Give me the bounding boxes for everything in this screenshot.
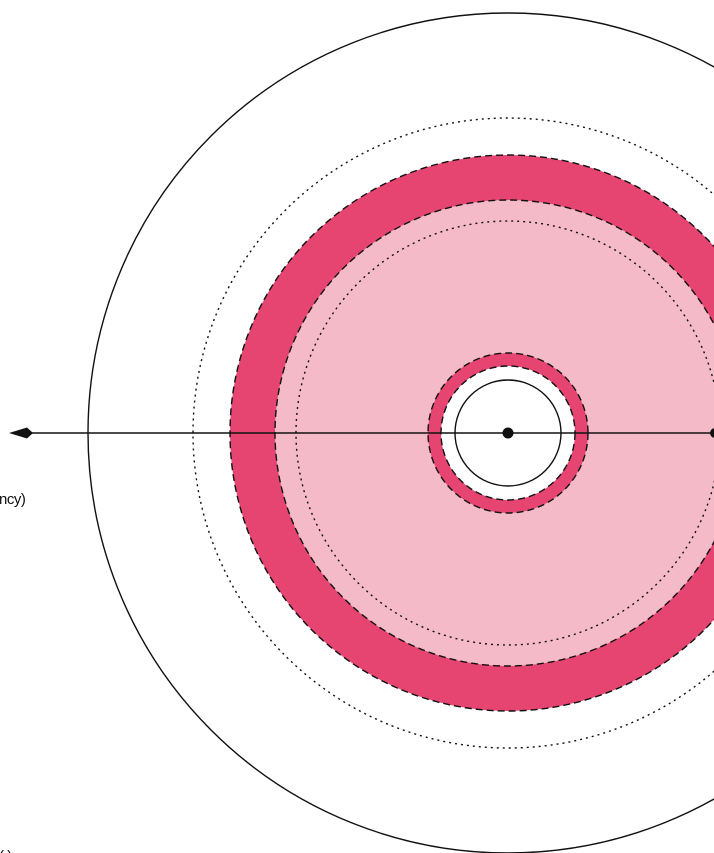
center-dot-icon xyxy=(502,427,514,439)
axis-end-dot-icon xyxy=(710,428,714,438)
outer-dotted-circle xyxy=(192,117,714,749)
arrowhead-left-icon xyxy=(9,427,33,439)
axis-label: ncy) xyxy=(0,491,26,508)
bottom-label: ( ) xyxy=(0,848,12,853)
